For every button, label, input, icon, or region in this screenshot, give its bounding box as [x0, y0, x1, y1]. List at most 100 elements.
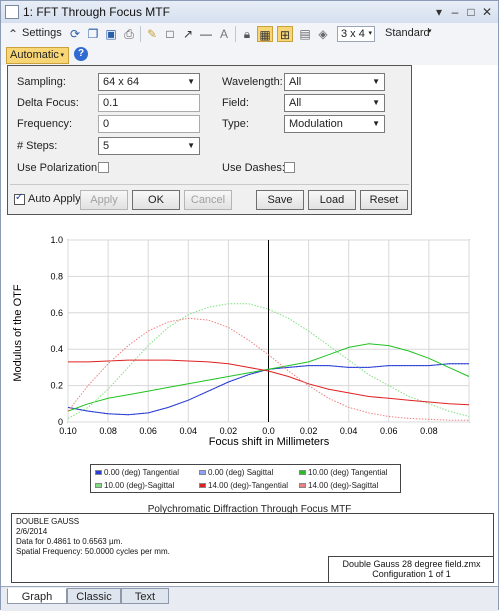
title-bar: 1: FFT Through Focus MTF ▾ – □ ✕: [1, 1, 498, 24]
wavelength-label: Wavelength:: [222, 76, 283, 88]
save-icon[interactable]: ▣: [105, 27, 117, 41]
info-date: 2/6/2014: [16, 527, 48, 536]
type-label: Type:: [222, 118, 249, 130]
cancel-button[interactable]: Cancel: [184, 190, 232, 210]
configuration: Configuration 1 of 1: [372, 569, 451, 579]
tab-classic[interactable]: Classic: [67, 588, 121, 604]
x-tick-label: 0.06: [380, 426, 398, 436]
x-tick-label: 0.02: [300, 426, 318, 436]
sampling-label: Sampling:: [17, 76, 66, 88]
field-label: Field:: [222, 97, 249, 109]
reset-button[interactable]: Reset: [360, 190, 408, 210]
fit-icon[interactable]: ⊞: [277, 26, 293, 42]
y-tick-label: 1.0: [50, 235, 63, 245]
x-tick-label: 0.10: [59, 426, 77, 436]
y-axis-label: Modulus of the OTF: [12, 284, 24, 381]
steps-label: # Steps:: [17, 140, 58, 152]
collapse-icon[interactable]: ⌃: [7, 27, 19, 41]
standard-dropdown-icon[interactable]: ▾: [428, 28, 432, 35]
arrow-icon[interactable]: ↗: [182, 27, 194, 41]
auto-apply-label: Auto Apply: [28, 193, 81, 205]
polarization-checkbox[interactable]: [98, 162, 109, 173]
tab-bar: Graph Classic Text: [1, 586, 498, 611]
print-icon[interactable]: ⎙: [124, 27, 134, 41]
layout-icon[interactable]: ▤: [299, 27, 311, 41]
tab-text[interactable]: Text: [121, 588, 169, 604]
x-tick-label: 0.04: [180, 426, 198, 436]
y-tick-label: 0.2: [50, 381, 63, 391]
legend-item: 10.00 (deg)-Sagittal: [95, 481, 174, 490]
window-title: 1: FFT Through Focus MTF: [23, 5, 170, 19]
x-axis-label: Focus shift in Millimeters: [209, 436, 330, 448]
copy-icon[interactable]: ❐: [87, 27, 99, 41]
x-tick-label: 0.0: [262, 426, 275, 436]
frequency-input[interactable]: 0: [98, 115, 200, 133]
x-tick-label: 0.04: [340, 426, 358, 436]
grid-lock-icon[interactable]: ▦: [257, 26, 273, 42]
load-button[interactable]: Load: [308, 190, 356, 210]
steps-select[interactable]: 5 ▼: [98, 137, 200, 155]
info-title: DOUBLE GAUSS: [16, 517, 80, 526]
x-tick-label: 0.02: [220, 426, 238, 436]
toolbar: ⌃ Settings ⟳ ❐ ▣ ⎙ ✎ □ ↗ — A 🔒︎ ▦ ⊞ ▤ ◈ …: [1, 23, 498, 45]
ok-button[interactable]: OK: [132, 190, 180, 210]
save-button[interactable]: Save: [256, 190, 304, 210]
field-select[interactable]: All ▼: [284, 94, 385, 112]
legend-item: 14.00 (deg)-Tangential: [199, 481, 288, 490]
file-info: Double Gauss 28 degree field.zmx Configu…: [328, 556, 494, 583]
close-icon[interactable]: ✕: [481, 5, 493, 19]
x-tick-label: 0.08: [420, 426, 438, 436]
line-icon[interactable]: —: [200, 27, 212, 41]
divider: [10, 184, 409, 185]
series-line: [67, 343, 470, 412]
x-tick-label: 0.06: [139, 426, 157, 436]
legend-item: 14.00 (deg)-Sagittal: [299, 481, 378, 490]
legend-item: 10.00 (deg) Tangential: [299, 468, 387, 477]
dropdown-icon[interactable]: ▾: [435, 5, 443, 19]
rectangle-icon[interactable]: □: [166, 27, 174, 41]
delta-focus-label: Delta Focus:: [17, 97, 79, 109]
layers-icon[interactable]: ◈: [318, 27, 328, 41]
info-box: DOUBLE GAUSS 2/6/2014 Data for 0.4861 to…: [11, 513, 494, 583]
settings-button[interactable]: Settings: [22, 27, 62, 39]
sampling-select[interactable]: 64 x 64 ▼: [98, 73, 200, 91]
series-line: [68, 359, 470, 406]
legend-item: 0.00 (deg) Tangential: [95, 468, 179, 477]
x-tick-label: 0.08: [99, 426, 117, 436]
y-tick-label: 0.8: [50, 271, 63, 281]
y-tick-label: 0.6: [50, 308, 63, 318]
info-wavelength: Data for 0.4861 to 0.6563 µm.: [16, 537, 123, 546]
legend: 0.00 (deg) Tangential 0.00 (deg) Sagitta…: [90, 464, 401, 493]
auto-apply-checkbox[interactable]: ✓: [14, 192, 25, 205]
maximize-icon[interactable]: □: [467, 5, 475, 19]
automatic-button[interactable]: Automatic ▾: [6, 47, 69, 64]
layout-select[interactable]: 3 x 4 ▾: [337, 26, 375, 42]
delta-focus-input[interactable]: 0.1: [98, 94, 200, 112]
info-frequency: Spatial Frequency: 50.0000 cycles per mm…: [16, 547, 170, 556]
frequency-label: Frequency:: [17, 118, 73, 130]
minimize-icon[interactable]: –: [451, 5, 459, 19]
lock-icon[interactable]: 🔒︎: [243, 27, 251, 41]
mtf-chart: 0.10 0.08 0.06 0.04 0.02 0.0 0.02 0.04 0.06 0.08 0…: [12, 235, 470, 448]
standard-menu[interactable]: Standard: [385, 27, 430, 39]
pencil-icon[interactable]: ✎: [146, 27, 158, 41]
tab-graph[interactable]: Graph: [7, 588, 67, 604]
text-icon[interactable]: A: [219, 27, 228, 41]
type-select[interactable]: Modulation ▼: [284, 115, 385, 133]
help-icon[interactable]: ?: [74, 47, 88, 61]
refresh-icon[interactable]: ⟳: [69, 27, 81, 41]
toolbar-secondary: Automatic ▾ ?: [1, 45, 498, 65]
series-line: [67, 317, 469, 421]
y-tick-label: 0: [58, 417, 63, 427]
series-line: [67, 363, 469, 416]
dashes-checkbox[interactable]: [284, 162, 295, 173]
apply-button[interactable]: Apply: [80, 190, 128, 210]
file-name: Double Gauss 28 degree field.zmx: [342, 559, 481, 569]
y-tick-label: 0.4: [50, 344, 63, 354]
legend-item: 0.00 (deg) Sagittal: [199, 468, 273, 477]
dashes-label: Use Dashes:: [222, 162, 285, 174]
polarization-label: Use Polarization:: [17, 162, 101, 174]
settings-panel: Sampling: 64 x 64 ▼ Delta Focus: 0.1 Freq…: [7, 65, 412, 215]
wavelength-select[interactable]: All ▼: [284, 73, 385, 91]
